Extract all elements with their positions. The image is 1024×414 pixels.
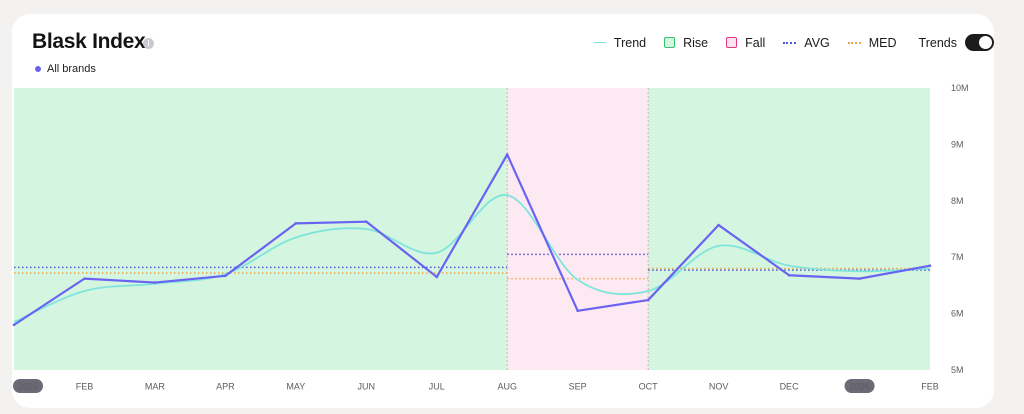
rise-swatch-icon — [664, 37, 676, 48]
x-tick-label: AUG — [497, 382, 517, 392]
x-tick-label: APR — [216, 382, 235, 392]
y-tick-label: 7M — [951, 252, 964, 262]
data-point — [224, 274, 227, 278]
x-tick-year-label: 2025 — [18, 382, 38, 392]
chart-title: Blask Index — [32, 30, 146, 53]
toggle-knob — [979, 36, 992, 49]
legend-fall-label: Fall — [745, 35, 766, 50]
legend-avg[interactable]: AVG — [783, 35, 830, 50]
trends-toggle-label: Trends — [918, 35, 957, 50]
brand-chip[interactable]: All brands — [35, 63, 96, 75]
x-tick-label: JUL — [429, 382, 445, 392]
data-point — [83, 277, 86, 280]
avg-dotted-line-icon — [783, 41, 797, 44]
trend-line-icon — [593, 42, 606, 43]
y-tick-label: 5M — [951, 365, 964, 375]
legend-trend[interactable]: Trend — [593, 35, 647, 50]
data-point — [858, 277, 861, 280]
region-rise-2 — [648, 88, 930, 370]
legend-rise[interactable]: Rise — [664, 36, 708, 50]
data-point — [294, 222, 298, 225]
data-point — [787, 273, 791, 277]
x-tick-label: MAY — [286, 382, 305, 392]
y-tick-label: 8M — [951, 196, 964, 206]
info-icon[interactable]: i — [143, 38, 154, 49]
trend-line — [13, 194, 931, 323]
year-badge — [844, 379, 875, 393]
brand-label: All brands — [47, 63, 96, 75]
x-tick-label: FEB — [76, 382, 94, 392]
y-tick-label: 10M — [951, 83, 969, 93]
legend-avg-label: AVG — [804, 35, 830, 50]
legend-fall[interactable]: Fall — [726, 36, 765, 50]
fall-swatch-icon — [726, 37, 738, 48]
trends-toggle[interactable] — [965, 34, 994, 51]
data-point — [576, 309, 579, 313]
y-tick-label: 9M — [951, 139, 964, 149]
series-line-all-brands — [13, 153, 931, 326]
brand-dot-icon — [35, 66, 41, 72]
trends-toggle-group: Trends — [919, 34, 994, 51]
legend-med-label: MED — [868, 35, 897, 50]
x-tick-label: OCT — [639, 382, 659, 392]
data-point — [928, 264, 932, 267]
x-tick-year-label: 2026 — [850, 382, 870, 392]
legend-trend-label: Trend — [613, 35, 647, 50]
x-tick-label: MAR — [145, 382, 166, 392]
region-rise-0 — [14, 88, 508, 370]
med-dotted-line-icon — [847, 41, 861, 44]
legend: Trend Rise Fall AVG MED Trends — [576, 34, 994, 51]
x-tick-label: DEC — [780, 382, 800, 392]
legend-med[interactable]: MED — [847, 35, 897, 50]
x-tick-label: JUN — [358, 382, 376, 392]
data-point — [505, 153, 509, 156]
data-point — [365, 220, 368, 223]
x-tick-label: SEP — [569, 382, 587, 392]
data-point — [717, 223, 720, 227]
x-tick-label: NOV — [709, 382, 729, 392]
legend-rise-label: Rise — [683, 35, 709, 50]
y-tick-label: 6M — [951, 309, 964, 319]
data-point — [435, 275, 439, 279]
x-tick-label: FEB — [921, 382, 939, 392]
data-point — [12, 323, 16, 327]
data-point — [646, 298, 650, 302]
data-point — [153, 281, 157, 284]
region-fall-1 — [507, 88, 649, 370]
year-badge — [13, 379, 43, 393]
